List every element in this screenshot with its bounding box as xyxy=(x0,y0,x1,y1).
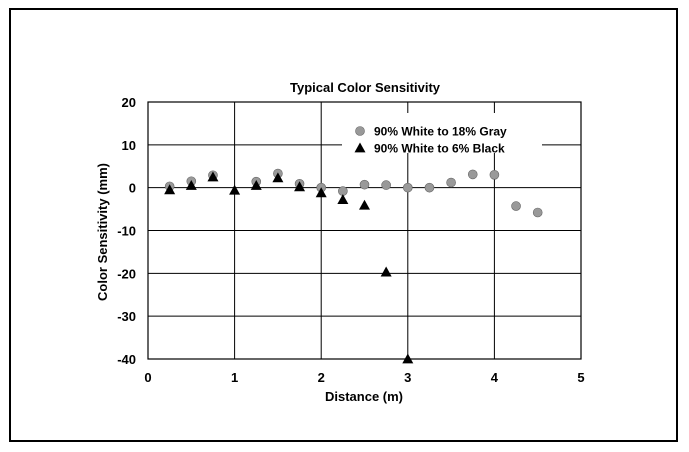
black-triangle-point xyxy=(250,180,262,190)
y-tick-label: 0 xyxy=(129,181,136,196)
black-triangle-point xyxy=(337,194,349,205)
tick-labels: 0 1 2 3 4 5 20 10 0 -10 -20 -30 -40 xyxy=(117,95,584,385)
x-tick-label: 4 xyxy=(491,370,499,385)
legend-background xyxy=(342,113,542,153)
x-tick-label: 5 xyxy=(577,370,584,385)
legend-marker xyxy=(354,142,366,153)
legend: 90% White to 18% Gray 90% White to 6% Bla… xyxy=(342,113,542,156)
black-triangle-point xyxy=(402,353,414,364)
y-tick-label: -10 xyxy=(117,224,136,239)
gray-circle-point xyxy=(424,182,435,193)
x-tick-label: 2 xyxy=(318,370,325,385)
black-triangle-point xyxy=(380,266,392,277)
x-tick-label: 3 xyxy=(404,370,411,385)
x-tick-label: 1 xyxy=(231,370,238,385)
black-triangle-point xyxy=(229,184,241,195)
legend-label: 90% White to 6% Black xyxy=(374,142,505,156)
y-tick-label: -30 xyxy=(117,309,136,324)
chart-title: Typical Color Sensitivity xyxy=(290,80,441,95)
plot-area xyxy=(147,101,582,360)
data-points xyxy=(164,168,543,364)
gray-circle-point xyxy=(489,170,500,180)
black-triangle-point xyxy=(164,184,176,195)
x-tick-label: 0 xyxy=(144,370,151,385)
black-triangle-point xyxy=(315,187,327,198)
y-tick-label: -40 xyxy=(117,352,136,367)
y-tick-label: -20 xyxy=(117,266,136,281)
y-axis-label: Color Sensitivity (mm) xyxy=(95,163,110,301)
chart-frame xyxy=(9,8,678,442)
black-triangle-point xyxy=(294,181,306,192)
gray-circle-point xyxy=(446,177,456,188)
y-tick-label: 20 xyxy=(122,95,136,110)
gray-circle-point xyxy=(532,207,543,218)
black-triangle-point xyxy=(272,172,284,183)
black-triangle-point xyxy=(359,199,370,210)
gray-circle-point xyxy=(381,180,391,190)
legend-label: 90% White to 18% Gray xyxy=(374,125,507,139)
black-triangle-point xyxy=(185,180,197,190)
gray-circle-point xyxy=(467,169,478,180)
gray-circle-point xyxy=(359,179,370,190)
legend-marker xyxy=(355,126,365,136)
gray-circle-point xyxy=(402,182,413,193)
black-triangle-point xyxy=(207,171,219,182)
gray-circle-point xyxy=(511,201,521,211)
y-tick-label: 10 xyxy=(122,138,136,153)
x-axis-label: Distance (m) xyxy=(325,389,403,404)
